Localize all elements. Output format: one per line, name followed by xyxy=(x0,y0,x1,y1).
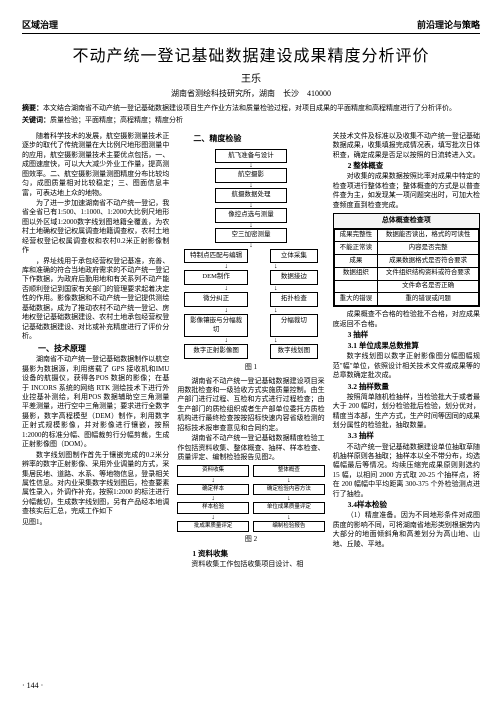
arrow-icon: ↓ xyxy=(274,263,278,270)
table-cell: 成果 xyxy=(334,255,378,268)
c1-p5: 数字线划图制作首先于镶嵌完成的0.2米分辨率的数字正射影像、采用外业调量的方式，… xyxy=(22,451,169,517)
c3-p4: 数字线划图以数字正射影像图分幅图幅规范"幅"单位，依照设计相关技术文件或成果等的… xyxy=(333,352,480,380)
table-cell: 数据能否读出，格式的可读性 xyxy=(378,229,479,242)
c3-p6: 不动产统一登记基础数据建设单位抽取草随机抽样原则各抽取；抽样本以全不带分布，均选… xyxy=(333,443,480,500)
author: 王乐 xyxy=(22,70,480,85)
keywords-label: 关键词： xyxy=(22,116,50,124)
arrow-icon: ↓ xyxy=(224,337,228,344)
s24: 3.4样本检验 xyxy=(333,500,480,510)
page-number: · 144 · xyxy=(22,681,43,690)
fc-b8b: 拓扑检查 xyxy=(270,292,318,307)
arrow-icon: ↓ xyxy=(177,202,324,209)
c3-p7: （1）精度准备。因为不同地形条件对成图质度的影响不同，可将湖南省地形类别根据劳内… xyxy=(333,511,480,549)
table-cell: 重的错误或问题 xyxy=(378,293,479,306)
fc-b7a: DEM制作 xyxy=(184,270,248,285)
title: 不动产统一登记基础数据建设成果精度分析评价 xyxy=(22,42,480,66)
arrow-icon: ↓ xyxy=(274,307,278,314)
table-cell: 成果数据格式是否符合要求 xyxy=(378,255,479,268)
header-left: 区域治理 xyxy=(22,18,58,31)
arrow-icon: ↓ xyxy=(211,514,215,521)
sec1-title: 一、技术原理 xyxy=(22,344,169,355)
fc-b8a: 微分纠正 xyxy=(184,292,248,307)
arrow-icon: ↓ xyxy=(287,514,291,521)
arrow-icon: ↓ xyxy=(177,242,324,249)
c1-p6: 见图1。 xyxy=(22,518,169,527)
d2-r4a: 批成果质量评定 xyxy=(177,521,249,532)
abstract: 摘要：本文结合湖南省不动产统一登记基础数据建设项目生产作业方法和质量检验过程，对… xyxy=(22,104,480,113)
d2-r4b: 编制检验报告 xyxy=(253,521,325,532)
fc-b9b: 分幅裁切 xyxy=(270,314,318,338)
column-1: 随着科学技术的发展，航空摄影测量技术正逐步的取代了传统测量在大比例尺地形图测量中… xyxy=(22,132,169,570)
arrow-icon: ↓ xyxy=(287,495,291,502)
s233: 3.3 抽样 xyxy=(333,431,480,441)
c1-p2: 为了进一步加速湖南省不动产统一登记，我省全省已有1:500、1:1000、1:2… xyxy=(22,199,169,256)
table-cell: 重大的错误 xyxy=(334,293,378,306)
keywords: 关键词：质量检验；平面精度；高程精度；精度分析 xyxy=(22,116,480,125)
s232: 3.2 抽样数量 xyxy=(333,382,480,392)
table-cell: 成果完整性 xyxy=(334,229,378,242)
keywords-text: 质量检验；平面精度；高程精度；精度分析 xyxy=(50,116,183,124)
c3-p1: 关技术文件及标准以及收集不动产统一登记基础数据成果，收集填报完成情况表，填写批次… xyxy=(333,132,480,160)
arrow-icon: ↓ xyxy=(274,337,278,344)
table-cell: 文件命名是否正确 xyxy=(378,280,479,293)
flowchart-1: 航飞准备与设计 ↓ 航空摄影 ↓ 航摄数据处理 ↓ 像控点选与测量 ↓ 空三加密… xyxy=(177,149,324,359)
affiliation: 湖南省测绘科技研究所，湖南 长沙 410000 xyxy=(22,88,480,99)
fc-b10b: 数字线划图 xyxy=(270,344,318,359)
check-table: 总体概查检查项 成果完整性数据能否读出，格式的可读性不能正常读内容是否完整成果成… xyxy=(333,213,480,307)
s21: 1 资料收集 xyxy=(177,549,324,559)
arrow-icon: ↓ xyxy=(177,222,324,229)
arrow-icon: ↓ xyxy=(224,285,228,292)
column-2: 二、精度检验 航飞准备与设计 ↓ 航空摄影 ↓ 航摄数据处理 ↓ 像控点选与测量… xyxy=(177,132,324,570)
c1-p4: 湖南省不动产统一登记基础数据制作以航空摄影为数据源，利用搭载了 GPS 接收机和… xyxy=(22,355,169,449)
s22: 2 整体概查 xyxy=(333,161,480,171)
fig1-caption: 图 1 xyxy=(177,363,324,372)
abstract-label: 摘要： xyxy=(22,104,43,112)
sec2-title: 二、精度检验 xyxy=(177,134,324,145)
table-cell xyxy=(334,280,378,293)
c2-p2: 湖南省不动产统一登记基础数据建设项目采用数批检查和一级验收方式实施质量控制。由生… xyxy=(177,377,324,434)
arrow-icon: ↓ xyxy=(211,495,215,502)
table-cell: 文件组织结构资料或符合要求 xyxy=(378,267,479,280)
arrow-icon: ↓ xyxy=(211,477,215,484)
abstract-text: 本文结合湖南省不动产统一登记基础数据建设项目生产作业方法和质量检验过程，对项目成… xyxy=(43,104,456,112)
tbl-title: 总体概查检查项 xyxy=(334,214,479,228)
c3-p5: 按照简单随机检抽样，当检验批大于或者最大于 200 幅时，划分检验批后检验，划分… xyxy=(333,393,480,431)
c2-p3: 湖南省不动产统一登记基础数据精度检验工作包括资料收集、整体概查、抽样、样本检查、… xyxy=(177,434,324,462)
header-right: 前沿理论与策略 xyxy=(417,18,480,31)
fig2-caption: 图 2 xyxy=(177,535,324,544)
fc-b6b: 立体采集 xyxy=(270,249,318,264)
column-3: 关技术文件及标准以及收集不动产统一登记基础数据成果，收集填报完成情况表，填写批次… xyxy=(333,132,480,570)
arrow-icon: ↓ xyxy=(224,307,228,314)
c2-p1: 资料收集工作包括收集项目设计、相 xyxy=(177,560,324,569)
arrow-icon: ↓ xyxy=(224,263,228,270)
fc-b9a: 影像镶嵌与分幅裁切 xyxy=(184,314,248,338)
table-cell: 内容是否完整 xyxy=(378,242,479,255)
fc-b10a: 数字正射影像图 xyxy=(184,344,248,359)
arrow-icon: ↓ xyxy=(274,285,278,292)
flowchart-2: 资料收集 整体概查 ↓↓ 确定样本 确定检验内容方法 ↓↓ 样本检验 单位成果质… xyxy=(177,465,324,532)
fc-b6a: 特制点匹配与编辑 xyxy=(184,249,248,264)
table-cell: 不能正常读 xyxy=(334,242,378,255)
arrow-icon: ↓ xyxy=(177,162,324,169)
c3-p2: 对收集的成果数据按照比率对成果中特定的检查项进行整体检查；整体概查的方式是以普查… xyxy=(333,172,480,210)
arrow-icon: ↓ xyxy=(177,182,324,189)
table-cell: 数据组织 xyxy=(334,267,378,280)
c1-p3: ，界址线用于承包经营权登记基准，充善、库和准确的符合当地政府需求的不动产统一登记… xyxy=(22,257,169,342)
c3-p3: 成果概查不合格的检验批不合格，对应成果底返回不合格。 xyxy=(333,310,480,329)
s231: 3.1 单位成果总数推算 xyxy=(333,341,480,351)
s23: 3 抽样 xyxy=(333,330,480,340)
arrow-icon: ↓ xyxy=(287,477,291,484)
fc-b7b: 数据接边 xyxy=(270,270,318,285)
c1-p1: 随着科学技术的发展，航空摄影测量技术正逐步的取代了传统测量在大比例尺地形图测量中… xyxy=(22,132,169,198)
